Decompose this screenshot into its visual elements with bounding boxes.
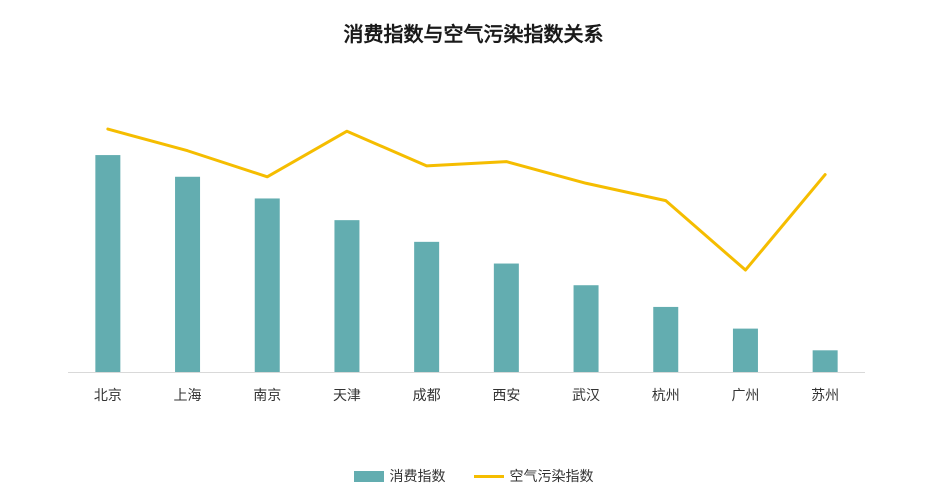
bar-5 — [414, 241, 440, 372]
bar-9 — [732, 328, 758, 372]
legend-item-pollution: 空气污染指数 — [473, 466, 594, 486]
x-tick-label: 南京 — [253, 388, 281, 404]
legend-label-pollution: 空气污染指数 — [509, 469, 594, 485]
x-tick-label: 成都 — [413, 388, 441, 404]
legend-swatch-bar — [353, 470, 384, 482]
bar-2 — [175, 176, 201, 372]
x-tick-label: 西安 — [492, 388, 520, 404]
legend: 消费指数 空气污染指数 — [0, 466, 947, 486]
bar-1 — [95, 155, 121, 372]
x-tick-label: 杭州 — [652, 388, 680, 404]
line-series-pollution — [106, 127, 827, 272]
bar-3 — [254, 198, 280, 372]
x-tick-label: 北京 — [94, 388, 122, 404]
x-tick-label: 上海 — [174, 388, 202, 404]
bar-4 — [334, 220, 360, 372]
chart-title: 消费指数与空气污染指数关系 — [343, 22, 604, 46]
bar-8 — [653, 306, 679, 372]
bar-10 — [812, 350, 838, 372]
x-tick-label: 苏州 — [811, 388, 839, 404]
x-tick-label: 天津 — [333, 388, 361, 404]
x-tick-label: 广州 — [731, 388, 759, 404]
legend-label-consumption: 消费指数 — [389, 469, 446, 485]
legend-swatch-line — [473, 474, 504, 478]
bar-6 — [493, 263, 519, 372]
x-tick-label: 武汉 — [572, 388, 600, 404]
legend-item-consumption: 消费指数 — [353, 466, 446, 486]
bar-7 — [573, 285, 599, 372]
